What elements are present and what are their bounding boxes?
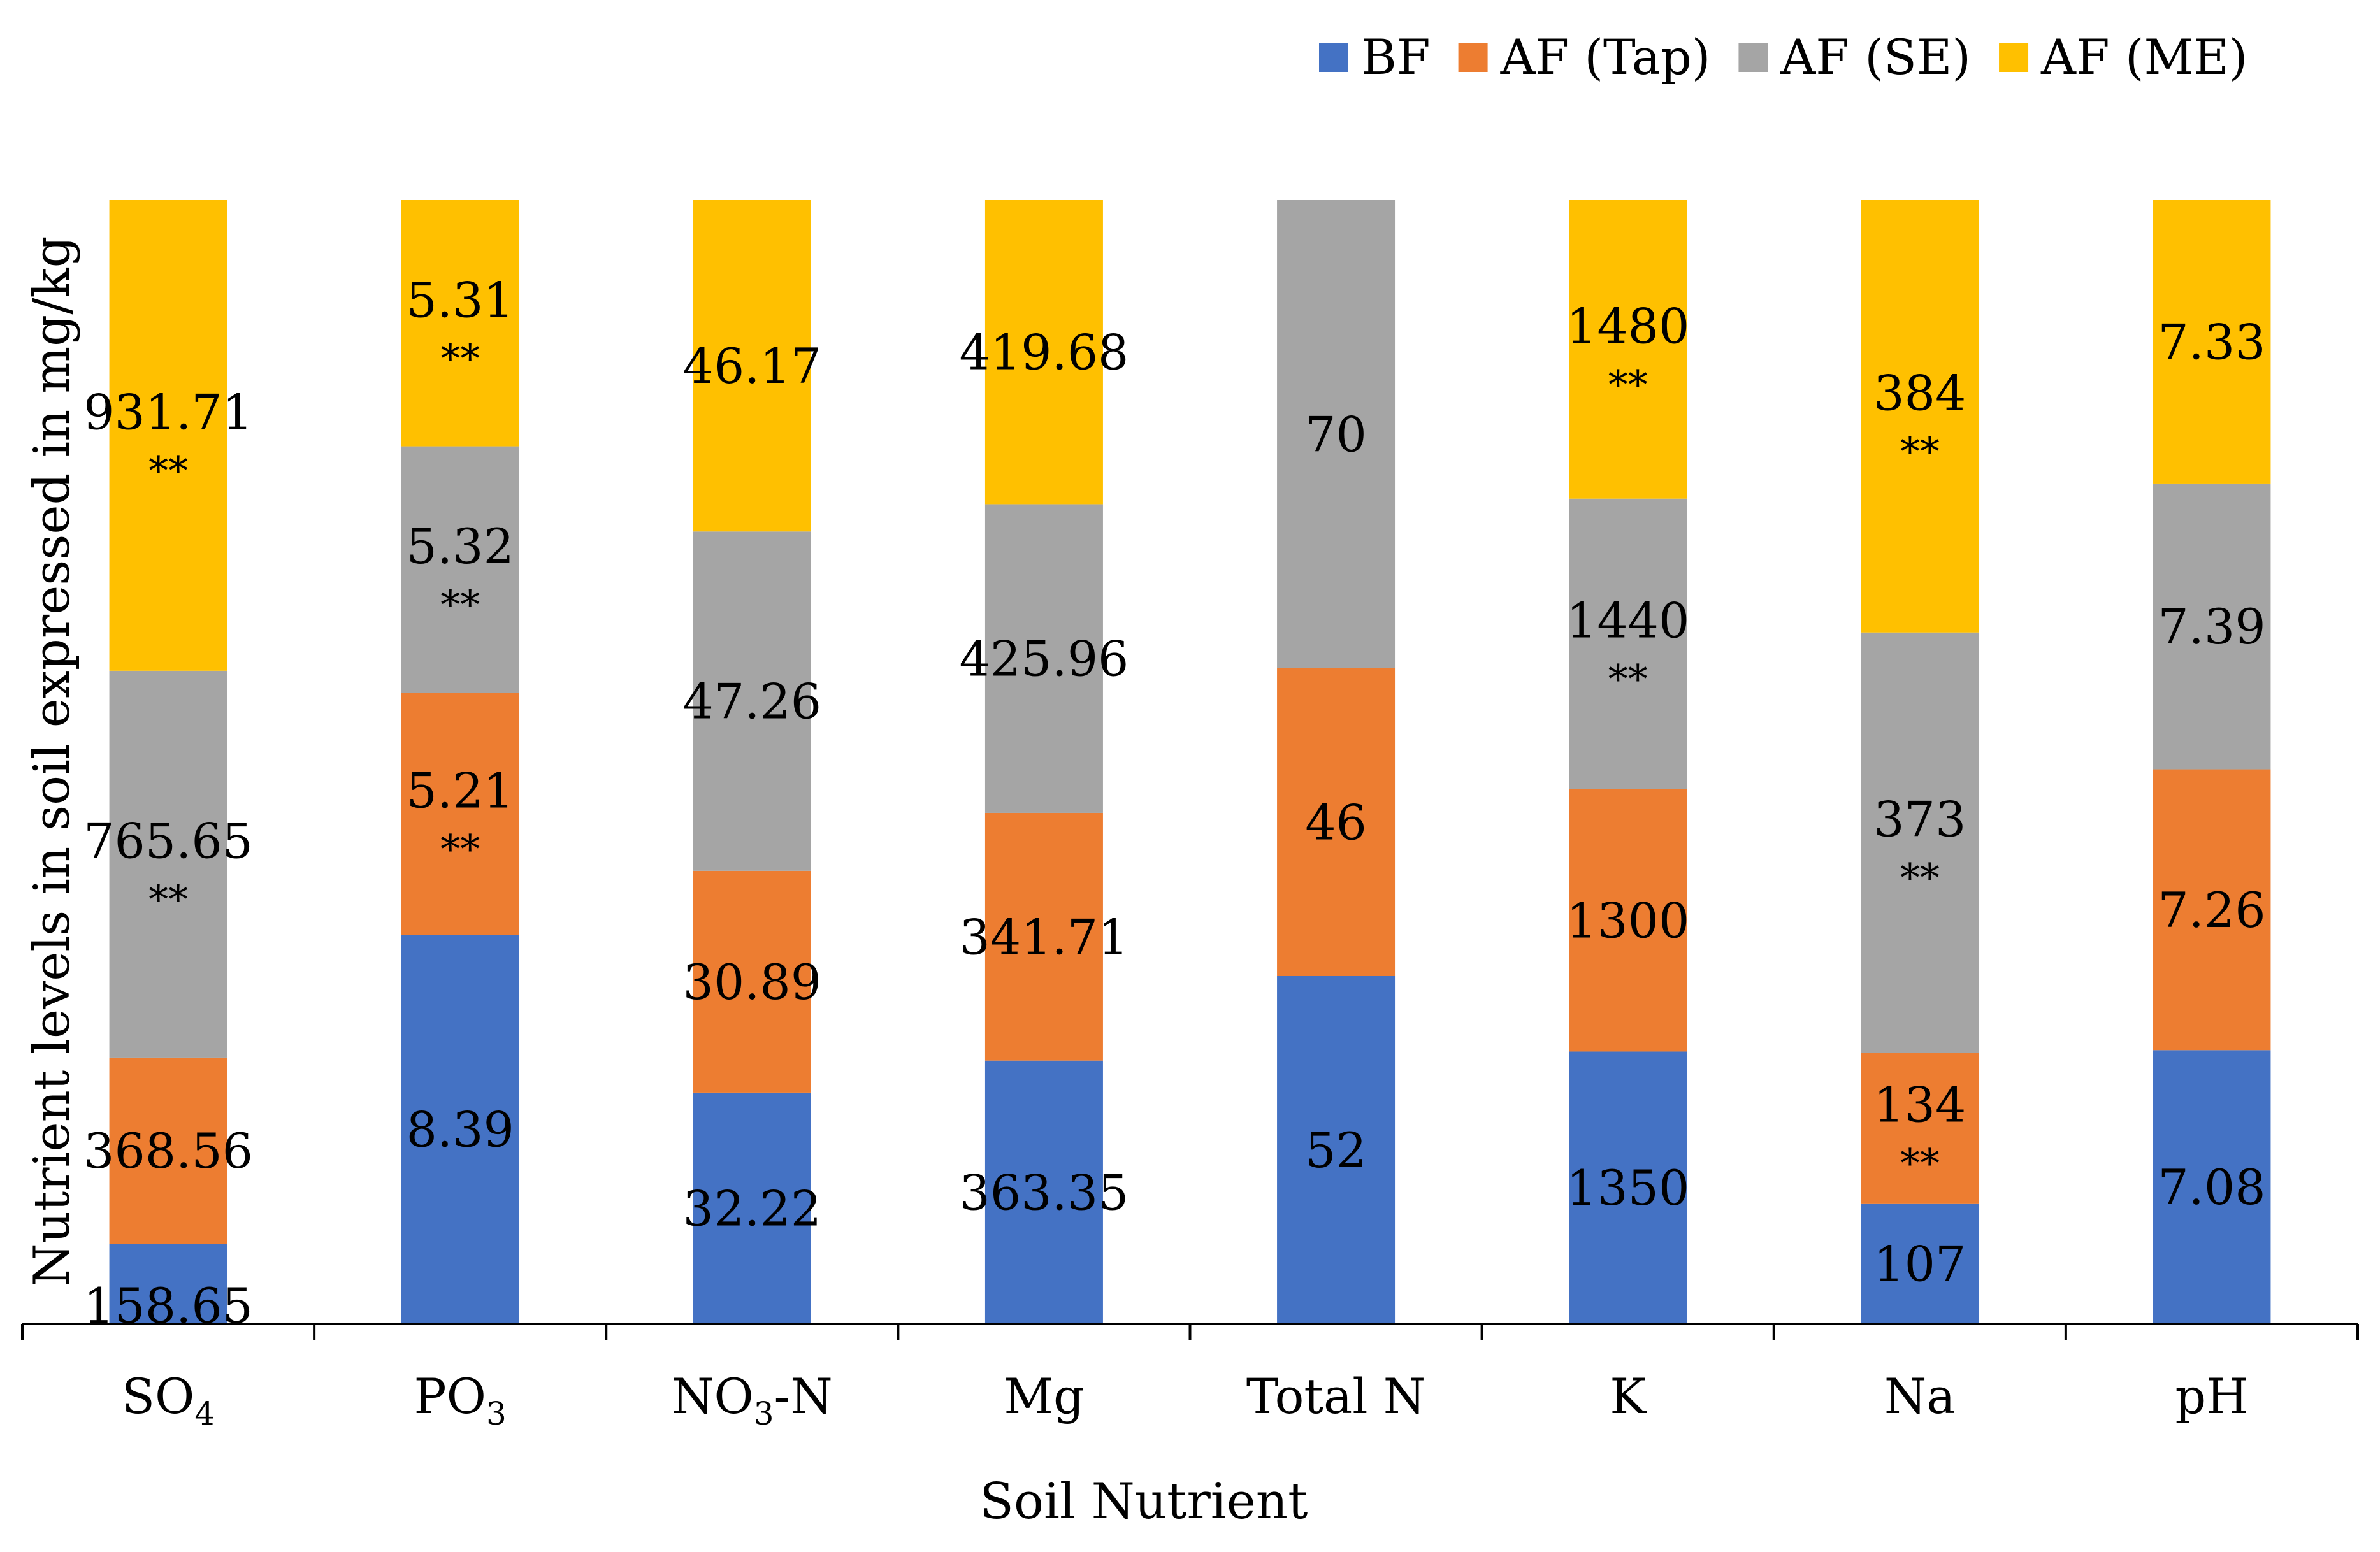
bar-segment [2153, 769, 2271, 1051]
data-label: 7.08 [2158, 1159, 2265, 1216]
bar-segment [1861, 1203, 1979, 1324]
significance-mark: ** [440, 335, 480, 382]
data-label: 70 [1305, 406, 1367, 463]
legend: BF AF (Tap) AF (SE) AF (ME) [1319, 29, 2247, 85]
data-label: 425.96 [959, 631, 1129, 687]
bars: 158.65 368.56 765.65 ** 931.71 ** 8.39 5.21 ** 5.… [83, 200, 2271, 1334]
legend-swatch [1999, 43, 2029, 72]
significance-mark: ** [148, 447, 188, 494]
x-tick-label: PO3 [414, 1368, 507, 1432]
bar-segment [2153, 1050, 2271, 1324]
legend-swatch [1319, 43, 1348, 72]
data-label: 7.33 [2158, 313, 2265, 370]
bar-segment [109, 1244, 227, 1324]
bar-segment [401, 200, 519, 447]
data-label: 373 [1873, 791, 1966, 847]
significance-mark: ** [1608, 656, 1648, 703]
bar-segment [693, 870, 811, 1093]
data-label: 134 [1873, 1076, 1966, 1133]
legend-swatch [1458, 43, 1488, 72]
bar-segment [1861, 632, 1979, 1053]
bar-segment [1861, 1053, 1979, 1204]
data-label: 1440 [1566, 593, 1689, 649]
data-label: 5.31 [407, 271, 514, 328]
bar-segment [1569, 789, 1687, 1052]
bar-segment [1277, 976, 1396, 1324]
data-label: 30.89 [683, 954, 822, 1010]
x-tick-label: Total N [1246, 1368, 1425, 1425]
bar-segment [1277, 668, 1396, 976]
legend-label: AF (SE) [1780, 29, 1971, 85]
data-label: 47.26 [683, 673, 822, 730]
significance-mark: ** [148, 876, 188, 923]
bar-segment [109, 1057, 227, 1244]
x-tick-label: NO3-N [672, 1368, 833, 1432]
x-tick-label: Mg [1004, 1368, 1084, 1425]
data-label: 5.21 [407, 763, 514, 819]
significance-mark: ** [440, 582, 480, 628]
data-label: 107 [1873, 1235, 1966, 1292]
data-label: 5.32 [407, 518, 514, 575]
x-tick-label: Na [1884, 1368, 1956, 1425]
bar-segment [984, 1060, 1103, 1324]
x-tick-label: K [1610, 1368, 1647, 1425]
bar-segment [693, 531, 811, 871]
data-label: 46 [1305, 794, 1367, 851]
x-tick-label: pH [2175, 1368, 2248, 1425]
bar-segment [693, 200, 811, 532]
data-label: 7.39 [2158, 598, 2265, 655]
data-label: 1480 [1566, 298, 1689, 354]
data-label: 158.65 [83, 1277, 253, 1334]
data-label: 46.17 [683, 338, 822, 394]
significance-mark: ** [440, 826, 480, 873]
bar-segment [2153, 200, 2271, 484]
bar-segment [109, 670, 227, 1058]
bar-segment [2153, 483, 2271, 770]
bar-segment [401, 935, 519, 1324]
significance-mark: ** [1900, 854, 1940, 901]
x-tick-label: SO4 [122, 1368, 215, 1432]
data-label: 931.71 [83, 384, 253, 440]
bar-segment [1861, 200, 1979, 633]
bar-segment [984, 812, 1103, 1061]
x-axis-title: Soil Nutrient [980, 1473, 1308, 1530]
legend-label: BF [1361, 29, 1431, 85]
legend-label: AF (Tap) [1500, 29, 1711, 85]
data-label: 341.71 [959, 909, 1129, 965]
bar-segment [1569, 1051, 1687, 1324]
legend-swatch [1738, 43, 1768, 72]
bar-segment [109, 200, 227, 671]
data-label: 8.39 [407, 1102, 514, 1158]
bar-segment [1277, 200, 1396, 668]
bar-segment [1569, 498, 1687, 789]
data-label: 1350 [1566, 1160, 1689, 1216]
data-label: 363.35 [959, 1164, 1129, 1221]
data-label: 384 [1873, 364, 1966, 421]
data-label: 32.22 [683, 1180, 822, 1237]
bar-segment [693, 1092, 811, 1324]
significance-mark: ** [1900, 1140, 1940, 1186]
x-axis: SO4 PO3 NO3-N Mg Total N K Na pH [21, 1323, 2359, 1432]
significance-mark: ** [1900, 428, 1940, 475]
bar-segment [984, 504, 1103, 813]
bar-segment [401, 446, 519, 693]
data-label: 52 [1305, 1122, 1367, 1179]
bar-segment [1569, 200, 1687, 499]
bar-segment [984, 200, 1103, 505]
significance-mark: ** [1608, 361, 1648, 408]
legend-label: AF (ME) [2040, 29, 2247, 85]
bar-segment [401, 693, 519, 935]
data-label: 765.65 [83, 812, 253, 869]
data-label: 368.56 [83, 1123, 253, 1179]
data-label: 1300 [1566, 893, 1689, 949]
data-label: 419.68 [959, 324, 1129, 381]
data-label: 7.26 [2158, 882, 2265, 938]
y-axis-title: Nutrient levels in soil expressed in mg/… [24, 236, 81, 1286]
